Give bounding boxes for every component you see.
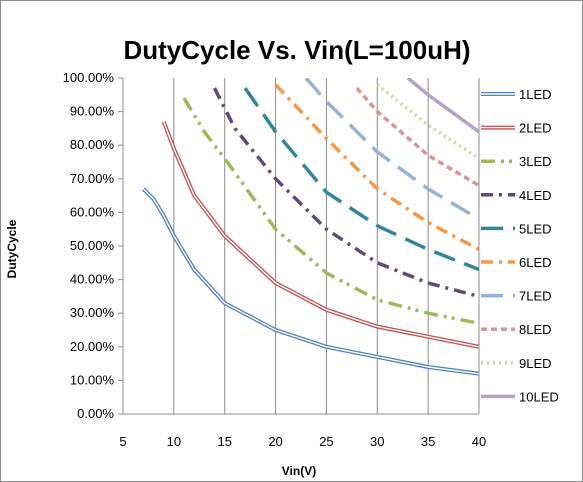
x-tick-label: 5 xyxy=(119,434,126,449)
series-line-4LED xyxy=(212,87,479,299)
legend-label-1LED: 1LED xyxy=(519,87,552,102)
legend-label-5LED: 5LED xyxy=(519,221,552,236)
series-line-6LED xyxy=(274,83,479,251)
x-axis-label: Vin(V) xyxy=(282,464,316,478)
y-tick-label: 60.00% xyxy=(70,204,115,219)
legend-label-7LED: 7LED xyxy=(519,289,552,304)
y-tick-label: 100.00% xyxy=(63,70,115,85)
series-line-3LED xyxy=(182,97,479,326)
series-line-2LED-inner xyxy=(163,121,479,348)
y-tick-label: 50.00% xyxy=(70,238,115,253)
x-tick-label: 15 xyxy=(217,434,231,449)
x-tick-label: 30 xyxy=(370,434,384,449)
plot-area: 0.00% 10.00% 20.00% 30.00% 40.00% 50.00% 60.00… xyxy=(63,70,487,449)
legend-label-2LED: 2LED xyxy=(519,121,552,136)
legend-label-4LED: 4LED xyxy=(519,188,552,203)
legend: 1LED 2LED 3LED 4LED 5LED 6LED 7LED 8LED 9LED 10LE… xyxy=(481,87,559,404)
series-line-1LED xyxy=(141,187,479,376)
series-line-5LED xyxy=(243,87,479,272)
y-tick-label: 10.00% xyxy=(70,372,115,387)
x-tick-label: 20 xyxy=(268,434,282,449)
x-tick-label: 35 xyxy=(421,434,435,449)
legend-label-3LED: 3LED xyxy=(519,154,552,169)
legend-label-10LED: 10LED xyxy=(519,389,559,404)
series-group xyxy=(141,78,479,376)
y-tick-label: 70.00% xyxy=(70,171,115,186)
legend-label-8LED: 8LED xyxy=(519,322,552,337)
legend-label-6LED: 6LED xyxy=(519,255,552,270)
series-line-7LED xyxy=(304,78,479,221)
y-tick-label: 80.00% xyxy=(70,137,115,152)
legend-label-9LED: 9LED xyxy=(519,356,552,371)
x-tick-label: 40 xyxy=(472,434,486,449)
series-line-1LED-inner xyxy=(142,188,479,375)
x-tick-label: 10 xyxy=(167,434,181,449)
y-tick-label: 90.00% xyxy=(70,104,115,119)
y-tick-label: 0.00% xyxy=(77,406,114,421)
y-tick-label: 40.00% xyxy=(70,272,115,287)
y-tick-label: 20.00% xyxy=(70,339,115,354)
x-tick-label: 25 xyxy=(319,434,333,449)
series-line-8LED xyxy=(355,86,479,188)
y-axis-label: DutyCycle xyxy=(5,219,19,278)
chart-title: DutyCycle Vs. Vin(L=100uH) xyxy=(123,35,470,65)
y-tick-label: 30.00% xyxy=(70,305,115,320)
series-line-10LED xyxy=(406,78,479,134)
